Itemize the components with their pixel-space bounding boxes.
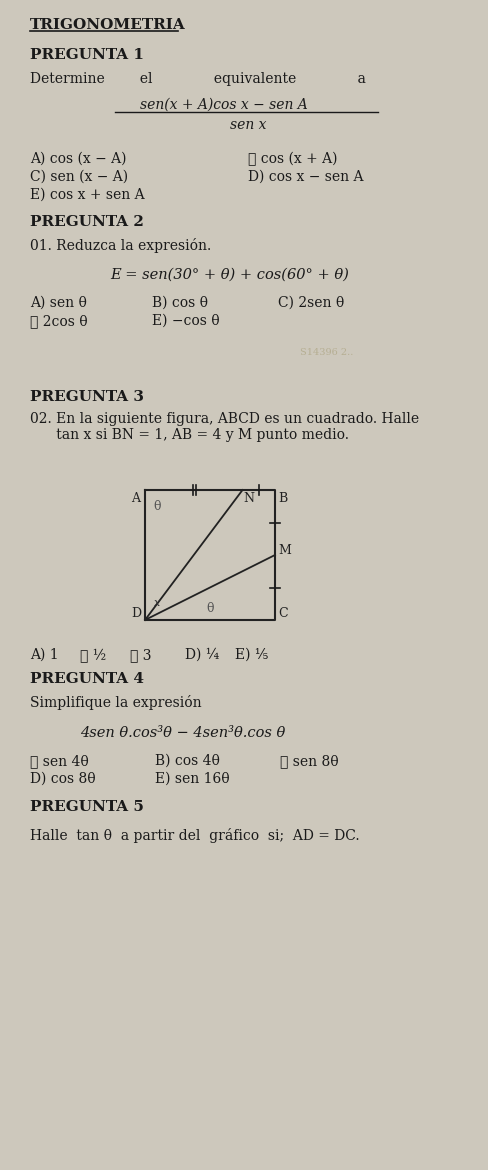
Text: PREGUNTA 2: PREGUNTA 2	[30, 215, 144, 229]
Text: B: B	[278, 493, 287, 505]
Text: E) −cos θ: E) −cos θ	[152, 314, 220, 328]
Text: A) sen θ: A) sen θ	[30, 296, 87, 310]
Text: B) cos θ: B) cos θ	[152, 296, 208, 310]
Text: 4sen θ.cos³θ − 4sen³θ.cos θ: 4sen θ.cos³θ − 4sen³θ.cos θ	[80, 727, 285, 739]
Text: N: N	[244, 493, 255, 505]
Text: PREGUNTA 5: PREGUNTA 5	[30, 800, 144, 814]
Text: sen x: sen x	[230, 118, 266, 132]
Text: ✘ ½: ✘ ½	[80, 648, 106, 662]
Text: ✘ 2cos θ: ✘ 2cos θ	[30, 314, 88, 328]
Text: S14396 2..: S14396 2..	[300, 347, 353, 357]
Text: E) sen 16θ: E) sen 16θ	[155, 772, 230, 786]
Text: θ: θ	[206, 603, 214, 615]
Text: Halle  tan θ  a partir del  gráfico  si;  AD = DC.: Halle tan θ a partir del gráfico si; AD …	[30, 828, 360, 844]
Text: C) 2sen θ: C) 2sen θ	[278, 296, 344, 310]
Text: A: A	[131, 493, 140, 505]
Text: PREGUNTA 3: PREGUNTA 3	[30, 390, 144, 404]
Text: tan x si BN = 1, AB = 4 y M punto medio.: tan x si BN = 1, AB = 4 y M punto medio.	[30, 428, 349, 442]
Text: E) ⅕: E) ⅕	[235, 648, 268, 662]
Text: B) cos 4θ: B) cos 4θ	[155, 753, 220, 768]
Text: Determine        el              equivalente              a: Determine el equivalente a	[30, 73, 366, 87]
Text: D) cos x − sen A: D) cos x − sen A	[248, 170, 364, 184]
Text: E) cos x + sen A: E) cos x + sen A	[30, 188, 144, 202]
Text: sen(x + A)cos x − sen A: sen(x + A)cos x − sen A	[140, 98, 308, 112]
Text: PREGUNTA 1: PREGUNTA 1	[30, 48, 144, 62]
Text: E = sen(30° + θ) + cos(60° + θ): E = sen(30° + θ) + cos(60° + θ)	[110, 268, 349, 282]
Text: M: M	[278, 544, 291, 557]
Text: A) 1: A) 1	[30, 648, 59, 662]
Text: x: x	[154, 598, 160, 608]
Text: D) cos 8θ: D) cos 8θ	[30, 772, 96, 786]
Text: C: C	[278, 607, 287, 620]
Text: PREGUNTA 4: PREGUNTA 4	[30, 672, 144, 686]
Text: Simplifique la expresión: Simplifique la expresión	[30, 695, 202, 710]
Text: ✘ sen 4θ: ✘ sen 4θ	[30, 753, 89, 768]
Text: C) sen (x − A): C) sen (x − A)	[30, 170, 128, 184]
Text: D) ¼: D) ¼	[185, 648, 219, 662]
Text: ✘ cos (x + A): ✘ cos (x + A)	[248, 152, 338, 166]
Text: D: D	[131, 607, 141, 620]
Text: θ: θ	[153, 500, 161, 512]
Text: 01. Reduzca la expresión.: 01. Reduzca la expresión.	[30, 238, 211, 253]
Text: ✘ sen 8θ: ✘ sen 8θ	[280, 753, 339, 768]
Text: ✘ 3: ✘ 3	[130, 648, 151, 662]
Text: 02. En la siguiente figura, ABCD es un cuadrado. Halle: 02. En la siguiente figura, ABCD es un c…	[30, 412, 419, 426]
Text: TRIGONOMETRIA: TRIGONOMETRIA	[30, 18, 186, 32]
Text: A) cos (x − A): A) cos (x − A)	[30, 152, 126, 166]
